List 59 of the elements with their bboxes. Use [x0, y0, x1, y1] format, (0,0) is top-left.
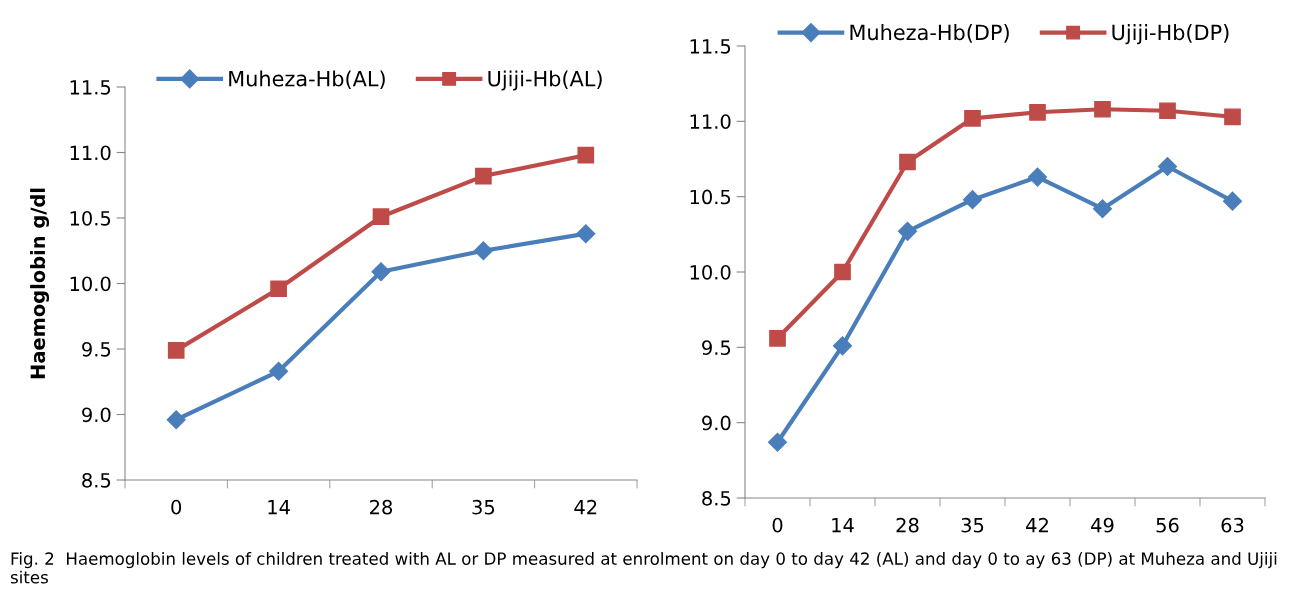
x-tick-label: 35: [472, 499, 495, 515]
y-tick-label: 8.5: [82, 472, 111, 488]
point: [576, 224, 596, 244]
point: [1224, 108, 1241, 126]
point: [577, 146, 595, 164]
point: [1027, 167, 1048, 187]
point: [166, 410, 186, 430]
caption: Fig. 2 Haemoglobin levels of children treated with AL or DP measured at enrolment on day 0 to day 42 (AL) and day 0 to ay 63 (DP) at Muheza and Ujiji sites: [10, 552, 1277, 584]
x-tick-label: 28: [370, 499, 393, 515]
point: [270, 280, 287, 298]
point: [1157, 156, 1178, 177]
point: [372, 208, 390, 226]
point: [473, 241, 493, 261]
y-tick-label: 10.0: [70, 276, 111, 292]
x-tick-label: 42: [574, 499, 597, 515]
y-tick-label: 10.0: [690, 264, 731, 280]
x-tick-label: 14: [268, 500, 290, 515]
x-tick-label: 0: [171, 499, 182, 515]
x-tick-label: 49: [1091, 517, 1114, 533]
y-tick-label: 9.5: [702, 340, 731, 355]
point: [769, 329, 786, 347]
point: [897, 221, 918, 241]
point: [371, 262, 391, 282]
y-tick-label: 9.5: [82, 341, 111, 357]
legend-label: Muheza-Hb(AL): [229, 70, 385, 89]
point: [767, 432, 788, 452]
x-tick-label: 14: [832, 518, 854, 533]
point: [1222, 191, 1243, 211]
y-tick-label: 10.5: [70, 210, 111, 226]
x-tick-label: 56: [1156, 517, 1179, 533]
x-tick-label: 0: [772, 517, 783, 533]
point: [832, 336, 853, 356]
x-tick-label: 35: [961, 517, 984, 533]
y-tick-label: 8.5: [702, 490, 731, 506]
legend-label: Muheza-Hb(DP): [850, 24, 1009, 43]
y-tick-label: 11.5: [690, 39, 731, 54]
point: [167, 341, 185, 359]
y-tick-label: 11.0: [70, 145, 111, 161]
legend-label: Ujiji-Hb(DP): [1112, 24, 1229, 45]
point: [1094, 100, 1111, 118]
y-tick-label: 9.0: [82, 407, 111, 423]
point: [1029, 103, 1046, 121]
point: [1159, 102, 1176, 120]
legend-label: Ujiji-Hb(AL): [488, 70, 602, 91]
point: [899, 153, 916, 171]
y-tick-label: 10.5: [690, 189, 731, 205]
y-tick-label: 11.0: [690, 114, 731, 129]
y-axis-title: Haemoglobin g/dl: [30, 188, 50, 379]
point: [964, 109, 981, 127]
point: [269, 361, 289, 381]
y-tick-label: 9.0: [702, 415, 731, 431]
x-tick-label: 42: [1026, 517, 1048, 533]
y-tick-label: 11.5: [70, 80, 111, 95]
point: [834, 263, 851, 281]
point: [475, 167, 492, 185]
point: [962, 190, 983, 210]
point: [1092, 199, 1113, 219]
x-tick-label: 63: [1221, 517, 1244, 533]
x-tick-label: 28: [896, 517, 919, 533]
